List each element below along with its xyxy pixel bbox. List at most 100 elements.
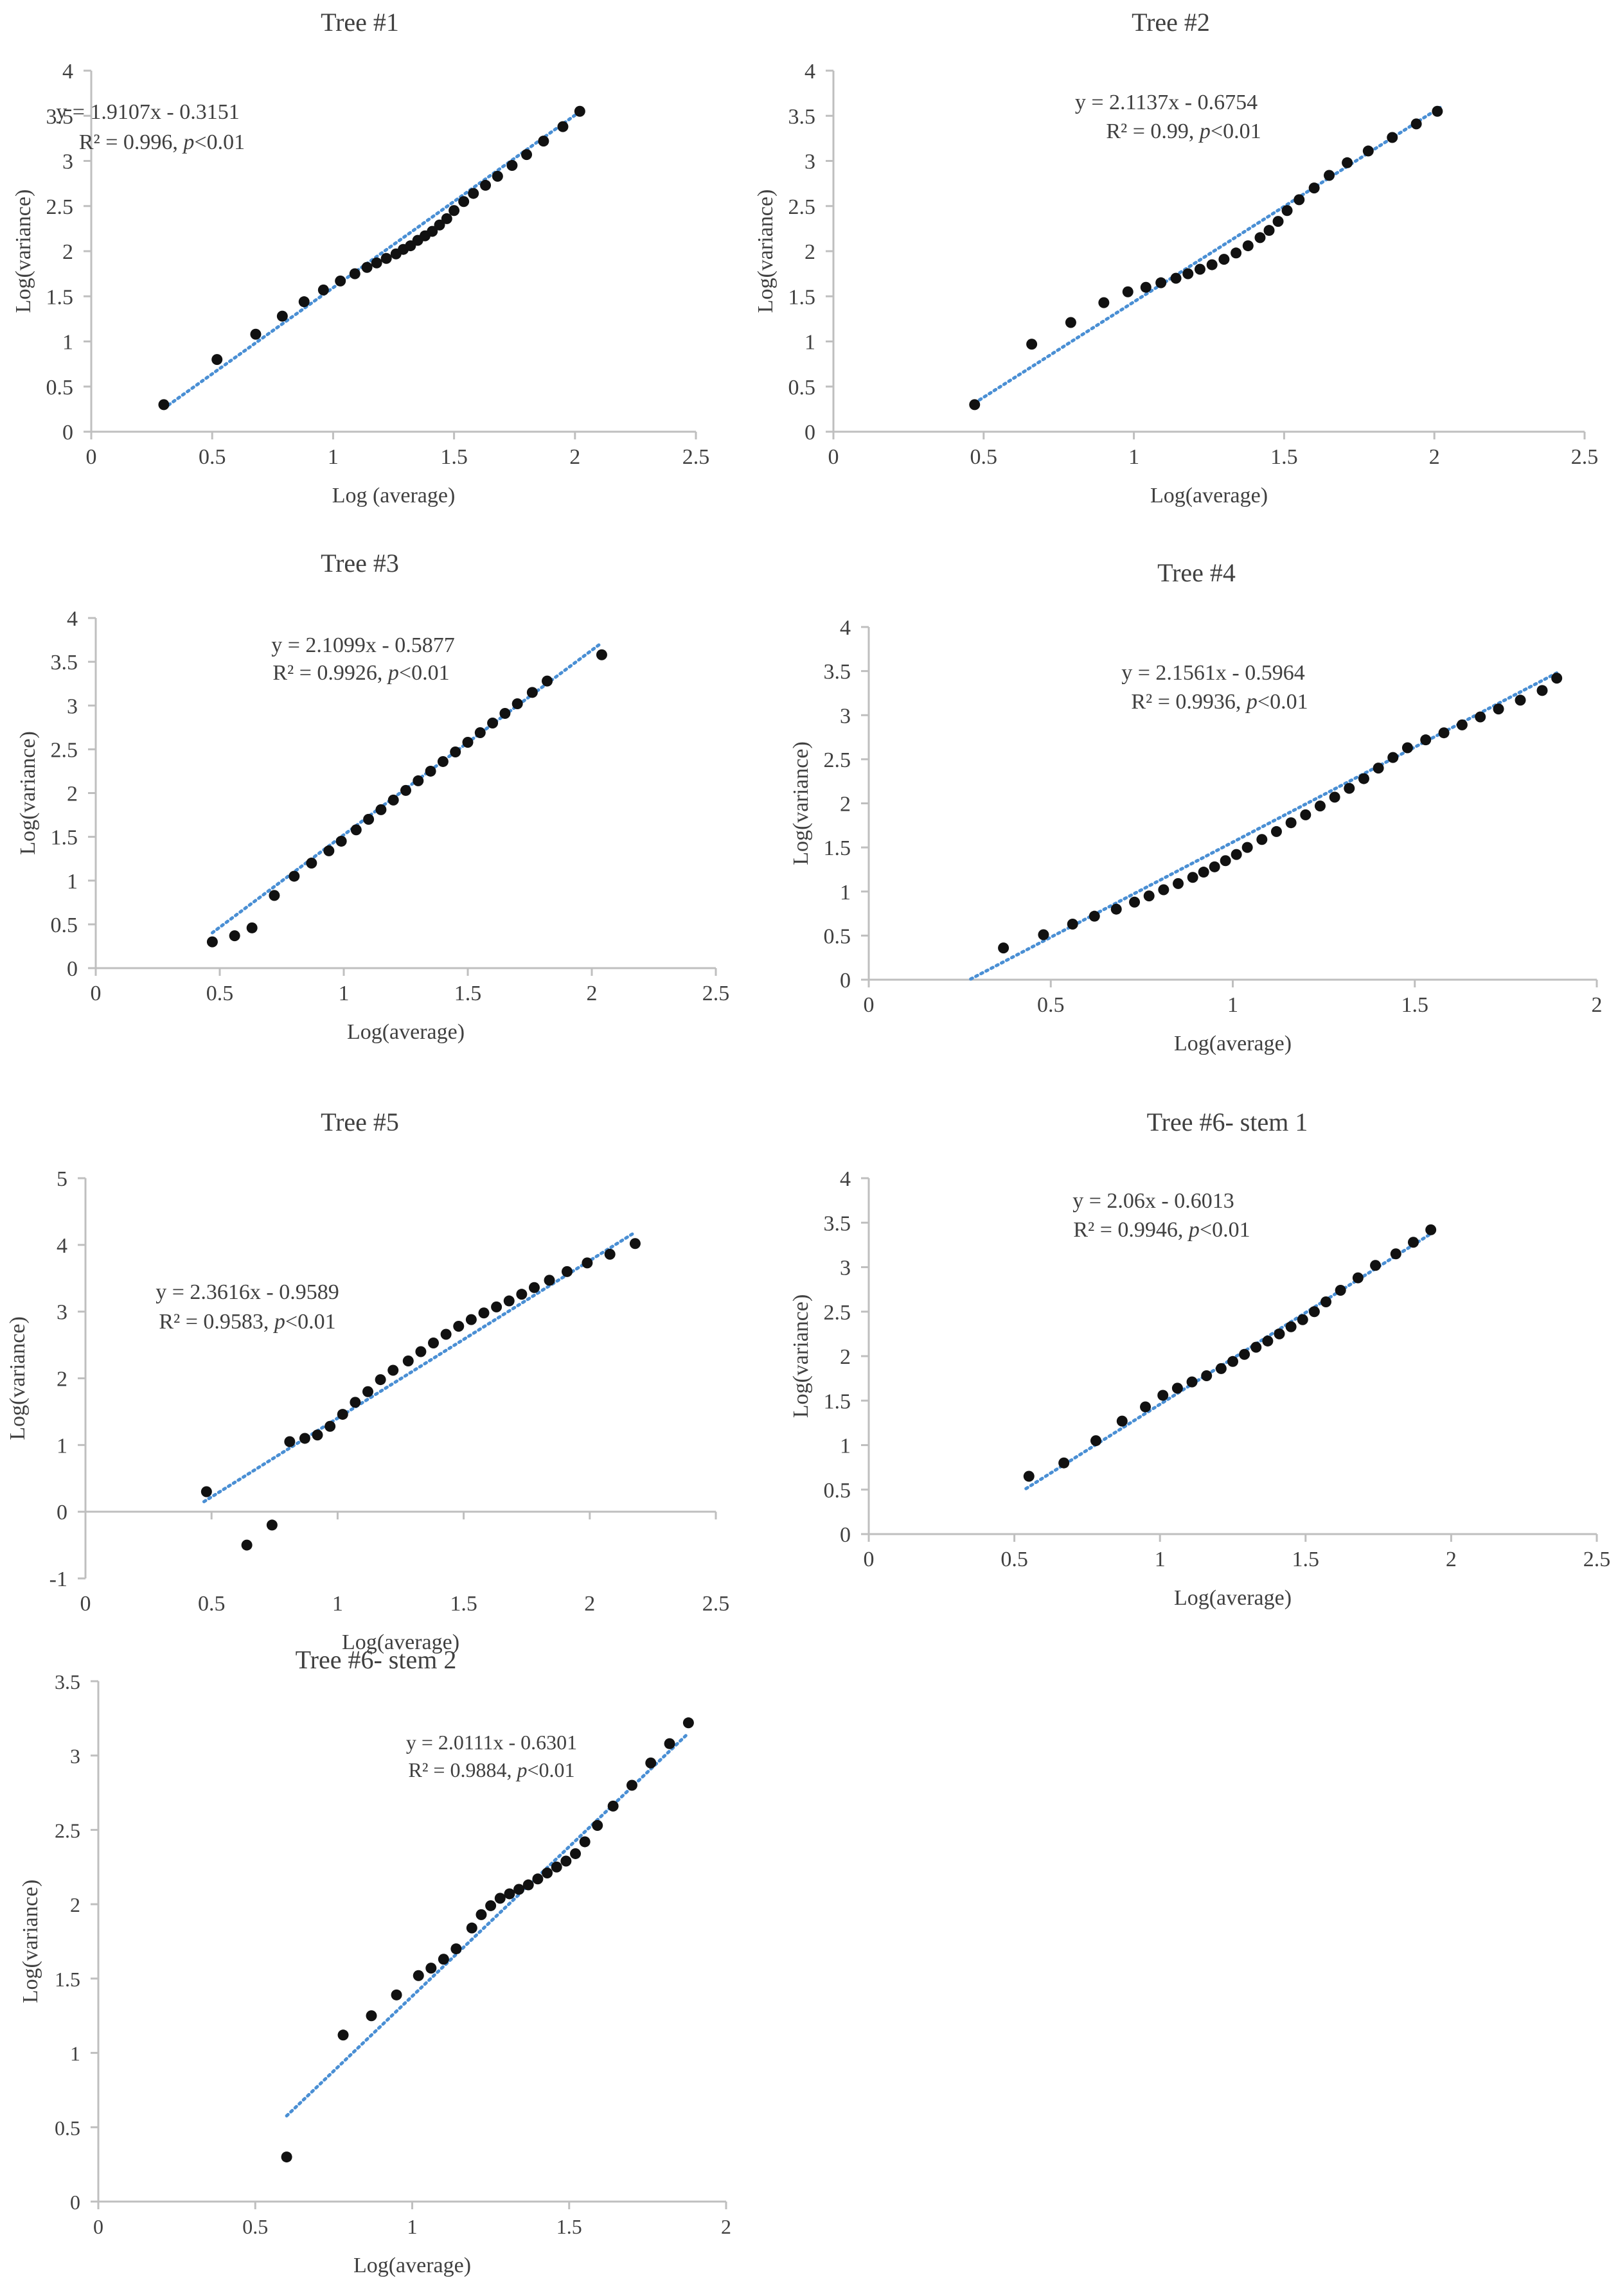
chart2-point — [1387, 132, 1398, 143]
chart5-point — [478, 1307, 490, 1319]
chart3-r2: R² = 0.9926, p<0.01 — [272, 661, 449, 685]
chart4-point — [1420, 734, 1432, 746]
chart5-point — [629, 1238, 641, 1250]
chart1-point — [492, 170, 503, 182]
chart4-point — [1038, 929, 1049, 940]
chart7-point — [570, 1848, 582, 1859]
chart2-p-symbol: p — [1198, 119, 1211, 143]
chart5-trendline — [202, 1230, 637, 1503]
chart6-point — [1285, 1321, 1297, 1332]
chart7-x-tick-label: 0.5 — [242, 2215, 268, 2238]
chart4-p-symbol: p — [1245, 690, 1258, 714]
chart1-point — [480, 179, 492, 191]
chart5-y-tick-label: 1 — [57, 1434, 67, 1458]
chart7-y-tick-label: 0 — [70, 2191, 80, 2214]
chart7-point — [366, 2010, 377, 2022]
chart7-point — [645, 1757, 657, 1769]
chart2-x-axis-title: Log(average) — [1150, 484, 1268, 508]
chart1-point — [441, 213, 452, 224]
chart7-y-axis-title: Log(variance) — [19, 1880, 42, 2004]
chart3-y-tick-label: 1.5 — [51, 826, 78, 850]
chart7-x-tick-label: 1 — [407, 2215, 418, 2238]
chart5-y-axis-title: Log(variance) — [6, 1316, 30, 1440]
chart3-point — [229, 930, 240, 942]
chart6-y-tick-label: 3.5 — [824, 1212, 851, 1235]
chart6-point — [1390, 1248, 1401, 1260]
chart1-point — [468, 188, 479, 199]
chart2-point — [1140, 281, 1151, 293]
chart7-point — [337, 2029, 349, 2041]
chart2-title: Tree #2 — [1132, 8, 1210, 37]
chart6-point — [1215, 1363, 1227, 1374]
chart4-trendline — [969, 671, 1559, 981]
chart1-p-value: <0.01 — [194, 130, 245, 154]
chart5-point — [516, 1289, 528, 1300]
chart4-point — [1173, 878, 1184, 889]
chart4-point — [1438, 727, 1450, 739]
chart2-x-tick-label: 0 — [828, 445, 839, 469]
chart1-point — [158, 399, 170, 411]
chart7-point — [466, 1922, 477, 1934]
chart7-y-tick-label: 3 — [70, 1745, 80, 1768]
chart4-p-value: <0.01 — [1258, 690, 1308, 714]
chart7-title: Tree #6- stem 2 — [296, 1645, 457, 1674]
chart2-y-tick-label: 1 — [805, 331, 815, 355]
chart4-point — [1129, 896, 1141, 908]
chart1-r2: R² = 0.996, p<0.01 — [79, 130, 245, 154]
chart1-point — [557, 121, 569, 132]
chart1-r2-value: R² = 0.996, — [79, 130, 184, 154]
chart4-y-tick-label: 1.5 — [824, 836, 851, 860]
chart2-y-tick-label: 2.5 — [788, 195, 816, 219]
chart7-r2: R² = 0.9884, p<0.01 — [408, 1758, 574, 1781]
chart5-x-tick-label: 1 — [332, 1592, 343, 1616]
chart7-point — [579, 1836, 591, 1848]
chart5-point — [350, 1397, 361, 1408]
chart5: Tree #5 -1 0 1 2 3 4 5 0 0.5 1 1.5 2 2.5 Log(average) L… — [6, 1108, 729, 1654]
chart6-y-tick-label: 0.5 — [824, 1479, 851, 1503]
chart1-trendline — [162, 110, 582, 411]
chart5-point — [440, 1329, 452, 1340]
chart7-point — [682, 1717, 694, 1729]
chart3-x-tick-label: 2.5 — [702, 982, 730, 1005]
chart1-point — [317, 284, 329, 296]
chart4-point — [998, 942, 1009, 954]
chart1-point — [371, 257, 382, 269]
chart7-x-axis-title: Log(average) — [353, 2254, 471, 2277]
chart2-point — [1170, 272, 1182, 284]
chart4-point — [1387, 752, 1399, 763]
chart3-x-tick-label: 0.5 — [206, 982, 234, 1005]
chart7-point — [607, 1800, 619, 1812]
chart2-r2-value: R² = 0.99, — [1106, 119, 1200, 143]
chart2-x-tick-label: 2.5 — [1571, 445, 1599, 469]
chart2-y-tick-label: 2 — [805, 240, 815, 264]
chart4-point — [1067, 919, 1078, 930]
chart1-point — [250, 328, 262, 340]
chart1-point — [521, 149, 533, 161]
chart3-point — [335, 835, 347, 847]
chart2-p-value: <0.01 — [1211, 119, 1261, 143]
chart2-point — [1231, 247, 1242, 259]
chart3-point — [269, 890, 280, 901]
chart3-p-symbol: p — [387, 661, 399, 685]
chart4-equation: y = 2.1561x - 0.5964 — [1121, 661, 1305, 685]
chart2-y-tick-label: 4 — [805, 60, 815, 84]
chart6-point — [1250, 1341, 1262, 1353]
chart1-point — [361, 261, 373, 273]
chart3-point — [289, 870, 300, 882]
chart4-point — [1187, 872, 1198, 883]
chart2-point — [1098, 297, 1110, 308]
chart3-x-tick-label: 2 — [587, 982, 598, 1005]
chart2: Tree #2 0 0.5 1 1.5 2 2.5 3 3.5 4 0 0.5 1 1.5 2 2.5 Log(… — [754, 8, 1598, 508]
chart5-p-value: <0.01 — [285, 1310, 336, 1334]
chart7-point — [438, 1954, 449, 1965]
chart6-y-tick-label: 3 — [840, 1257, 851, 1280]
chart7-y-tick-label: 1.5 — [55, 1968, 80, 1991]
chart5-point — [337, 1409, 348, 1420]
chart6-point — [1425, 1224, 1437, 1235]
chart4-point — [1536, 685, 1548, 696]
chart2-point — [1242, 240, 1254, 252]
chart1-point — [506, 160, 518, 172]
chart5-point — [528, 1282, 540, 1293]
chart1-x-tick-label: 1.5 — [440, 445, 468, 469]
chart7-p-value: <0.01 — [527, 1758, 574, 1781]
